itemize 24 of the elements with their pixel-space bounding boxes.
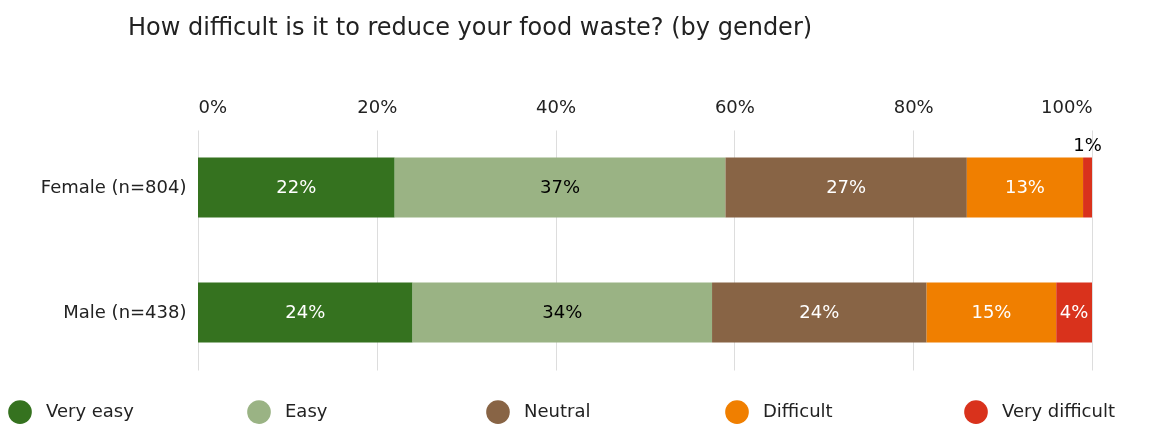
legend-label: Neutral [524,400,591,422]
legend-label: Easy [285,400,328,422]
data-label: 24% [799,300,840,322]
chart-title: How difficult is it to reduce your food waste? (by gender) [128,13,813,41]
legend-label: Very easy [46,400,135,422]
x-tick-label: 80% [893,95,934,117]
data-label: 15% [971,300,1012,322]
x-tick-label: 100% [1041,95,1093,117]
data-label: 22% [276,175,317,197]
x-tick-label: 0% [198,95,228,117]
data-label: 34% [542,300,583,322]
data-label: 27% [826,175,867,197]
data-label: 24% [285,300,326,322]
legend-label: Very difficult [1002,400,1115,422]
data-label: 4% [1059,300,1089,322]
legend-label: Difficult [763,400,833,422]
data-label: 13% [1004,175,1045,197]
data-label: 1% [1073,133,1102,155]
x-tick-label: 20% [357,95,398,117]
x-tick-label: 40% [536,95,577,117]
x-tick-label: 60% [714,95,755,117]
data-label: 37% [540,175,581,197]
y-tick-label: Female (n=804) [40,175,187,197]
y-tick-label: Male (n=438) [63,300,187,322]
